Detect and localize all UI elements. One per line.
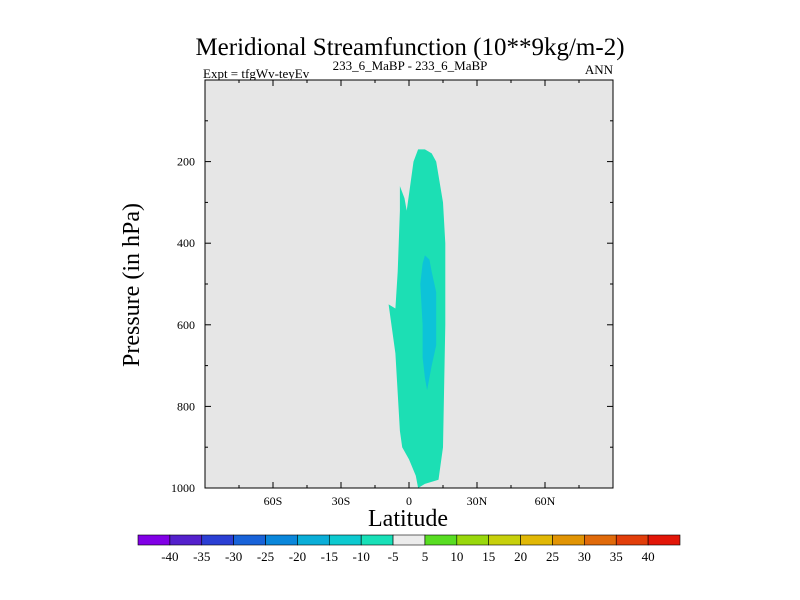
x-tick-label: 0 (406, 494, 412, 508)
colorbar-box (424, 534, 458, 546)
subtitle-center: 233_6_MaBP - 233_6_MaBP (333, 58, 488, 73)
tick-layer (204, 80, 614, 489)
colorbar-box (328, 534, 362, 546)
colorbar-box (169, 534, 203, 546)
x-tick-label: 60S (264, 494, 283, 508)
y-tick-label: 1000 (171, 481, 195, 495)
colorbar-label: 25 (546, 549, 559, 564)
contour-layer (388, 149, 446, 488)
x-tick-label: 60N (535, 494, 556, 508)
colorbar-label: 10 (450, 549, 463, 564)
colorbar-label: -5 (388, 549, 399, 564)
x-tick-label: 30N (467, 494, 488, 508)
contour-fill-1 (420, 255, 437, 391)
colorbar-box (297, 534, 330, 546)
colorbar-box (552, 534, 585, 546)
colorbar-box (584, 534, 617, 546)
colorbar-box (265, 534, 298, 546)
colorbar-box (647, 534, 681, 546)
colorbar-label: 30 (578, 549, 591, 564)
y-tick-labels: 200 400 600 800 1000 (171, 155, 195, 495)
contour-fill-0 (388, 149, 446, 488)
colorbar-label: -35 (193, 549, 210, 564)
colorbar-label: 35 (610, 549, 623, 564)
colorbar-label: -10 (353, 549, 370, 564)
colorbar-box (201, 534, 234, 546)
colorbar-box (137, 534, 171, 546)
colorbar-box (520, 534, 553, 546)
colorbar-box (488, 534, 521, 546)
y-tick-label: 600 (177, 318, 195, 332)
colorbar-label: -30 (225, 549, 242, 564)
colorbar (137, 534, 681, 546)
colorbar-box (392, 534, 426, 546)
chart-title: Meridional Streamfunction (10**9kg/m-2) (195, 34, 624, 61)
colorbar-box (233, 534, 266, 546)
colorbar-label: 5 (422, 549, 429, 564)
colorbar-label: -20 (289, 549, 306, 564)
colorbar-label: 15 (482, 549, 495, 564)
y-tick-label: 400 (177, 236, 195, 250)
y-tick-label: 800 (177, 399, 195, 413)
x-tick-labels: 60S 30S 0 30N 60N (264, 494, 556, 508)
x-tick-label: 30S (332, 494, 351, 508)
colorbar-label: 40 (642, 549, 655, 564)
subtitle-left: Expt = tfgWv-teyEv (203, 66, 310, 81)
y-tick-label: 200 (177, 155, 195, 169)
colorbar-label: -40 (161, 549, 178, 564)
colorbar-label: -15 (321, 549, 338, 564)
colorbar-box (360, 534, 394, 546)
colorbar-label: -25 (257, 549, 274, 564)
colorbar-box (456, 534, 490, 546)
colorbar-labels: -40 -35 -30 -25 -20 -15 -10 -5 5 10 15 20 25 30 35 40 (161, 549, 654, 564)
x-axis-label: Latitude (368, 506, 448, 532)
y-axis-label: Pressure (in hPa) (119, 203, 145, 367)
colorbar-box (615, 534, 649, 546)
subtitle-right: ANN (585, 62, 614, 77)
colorbar-label: 20 (514, 549, 527, 564)
